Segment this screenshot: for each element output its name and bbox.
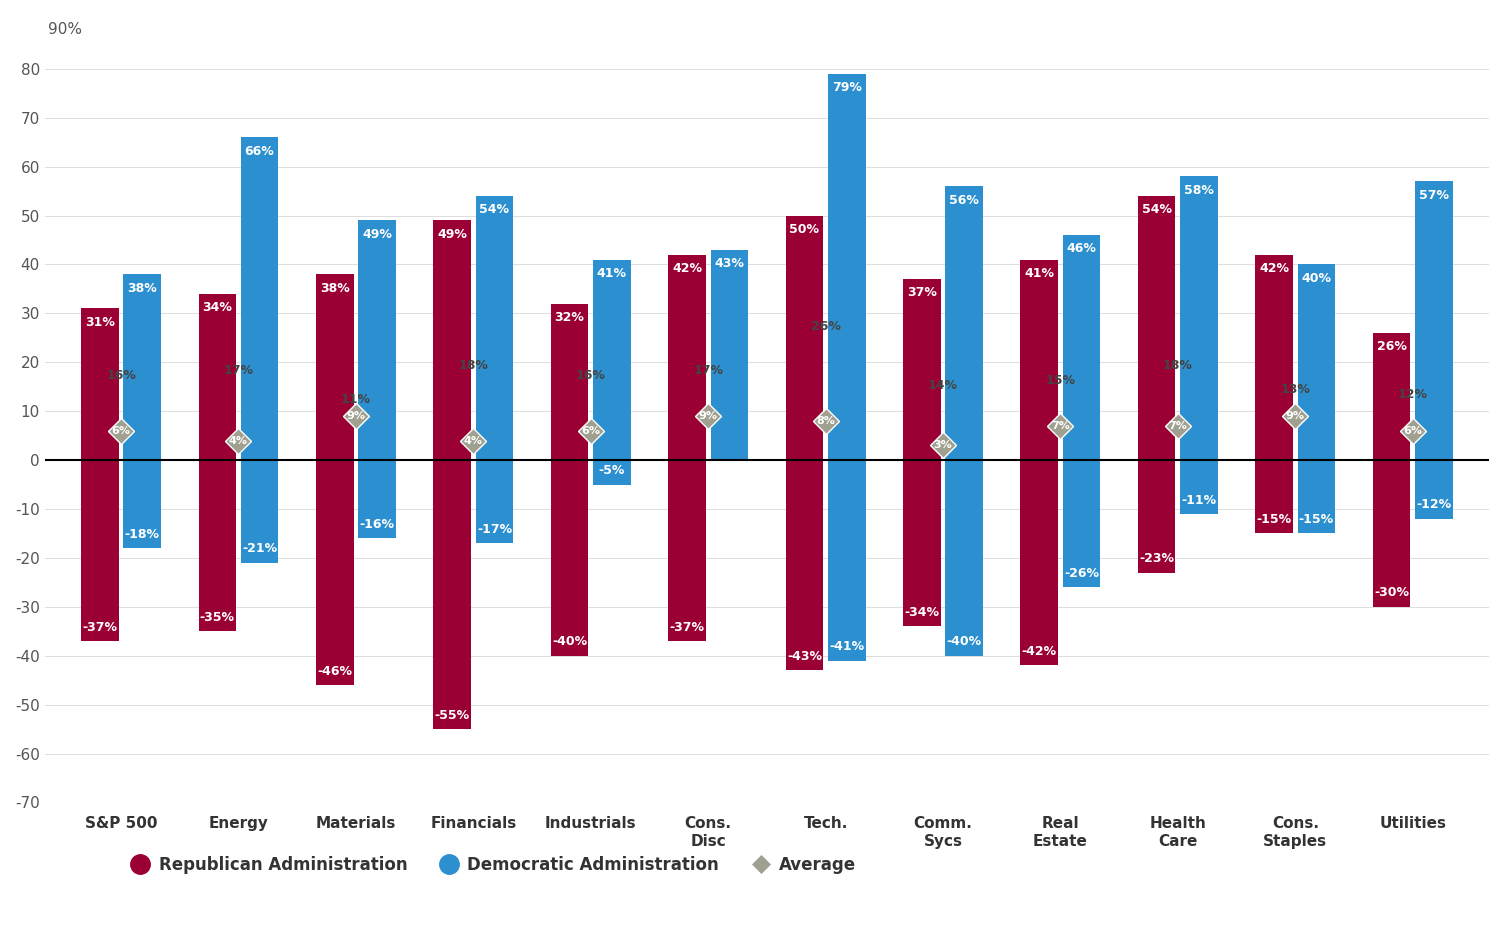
- Text: 26%: 26%: [811, 320, 841, 333]
- Bar: [710, 250, 747, 460]
- Text: 49%: 49%: [362, 228, 393, 241]
- Bar: [1021, 259, 1059, 665]
- Text: 41%: 41%: [1024, 267, 1054, 280]
- Text: 4%: 4%: [463, 435, 483, 446]
- Bar: [1063, 236, 1101, 587]
- Text: -17%: -17%: [477, 523, 511, 535]
- Text: 34%: 34%: [203, 301, 232, 314]
- Bar: [902, 279, 940, 626]
- Bar: [475, 196, 513, 543]
- Text: 15%: 15%: [1045, 374, 1075, 387]
- Text: -37%: -37%: [669, 621, 704, 634]
- Text: 56%: 56%: [949, 194, 979, 206]
- Text: 13%: 13%: [1280, 383, 1310, 396]
- Text: -21%: -21%: [242, 542, 277, 555]
- Text: -55%: -55%: [435, 709, 469, 722]
- Bar: [1139, 196, 1176, 572]
- Bar: [199, 294, 236, 631]
- Text: 9%: 9%: [1286, 412, 1305, 421]
- Text: 7%: 7%: [1051, 421, 1069, 430]
- Text: 41%: 41%: [597, 267, 627, 280]
- Text: -15%: -15%: [1256, 513, 1292, 526]
- Text: 57%: 57%: [1418, 188, 1448, 201]
- Text: 54%: 54%: [480, 203, 510, 217]
- Text: 6%: 6%: [1403, 426, 1423, 436]
- Text: -46%: -46%: [317, 665, 352, 677]
- Text: 90%: 90%: [48, 23, 83, 37]
- Text: 37%: 37%: [907, 287, 937, 300]
- Text: -18%: -18%: [125, 528, 159, 541]
- Text: -35%: -35%: [200, 611, 235, 624]
- Text: -30%: -30%: [1375, 587, 1409, 600]
- Text: 14%: 14%: [928, 378, 958, 392]
- Text: 16%: 16%: [107, 369, 135, 382]
- Bar: [1181, 176, 1218, 514]
- Bar: [827, 74, 865, 660]
- Bar: [81, 308, 119, 641]
- Bar: [785, 216, 823, 671]
- Bar: [1298, 265, 1336, 534]
- Text: 40%: 40%: [1301, 272, 1331, 285]
- Text: -40%: -40%: [552, 636, 587, 648]
- Text: -40%: -40%: [946, 636, 982, 648]
- Bar: [123, 274, 161, 548]
- Text: -37%: -37%: [83, 621, 117, 634]
- Text: 46%: 46%: [1066, 242, 1096, 255]
- Bar: [358, 220, 396, 538]
- Text: 32%: 32%: [555, 311, 585, 324]
- Text: 17%: 17%: [693, 364, 723, 377]
- Text: -12%: -12%: [1417, 499, 1451, 512]
- Text: 3%: 3%: [934, 441, 952, 450]
- Bar: [241, 137, 278, 563]
- Text: 26%: 26%: [1376, 341, 1406, 353]
- Text: 49%: 49%: [438, 228, 468, 241]
- Text: 8%: 8%: [817, 416, 835, 426]
- Bar: [1256, 254, 1293, 534]
- Text: 4%: 4%: [229, 435, 248, 446]
- Text: -23%: -23%: [1139, 552, 1175, 565]
- Text: 31%: 31%: [86, 316, 114, 329]
- Text: 42%: 42%: [1259, 262, 1289, 275]
- Text: 7%: 7%: [1169, 421, 1187, 430]
- Bar: [433, 220, 471, 729]
- Text: -11%: -11%: [1182, 494, 1217, 506]
- Text: -5%: -5%: [599, 464, 626, 477]
- Text: 9%: 9%: [699, 412, 717, 421]
- Text: 66%: 66%: [245, 145, 275, 158]
- Bar: [668, 254, 705, 641]
- Text: -43%: -43%: [787, 650, 823, 663]
- Text: 42%: 42%: [672, 262, 702, 275]
- Text: 50%: 50%: [790, 223, 820, 236]
- Text: 11%: 11%: [341, 394, 371, 406]
- Text: -15%: -15%: [1299, 513, 1334, 526]
- Bar: [316, 274, 353, 685]
- Text: -16%: -16%: [359, 518, 394, 531]
- Text: 9%: 9%: [346, 412, 365, 421]
- Text: 54%: 54%: [1142, 203, 1172, 217]
- Text: 58%: 58%: [1184, 184, 1214, 197]
- Text: 17%: 17%: [224, 364, 254, 377]
- Text: 6%: 6%: [111, 426, 131, 436]
- Bar: [946, 186, 984, 656]
- Text: 6%: 6%: [581, 426, 600, 436]
- Text: 79%: 79%: [832, 81, 862, 94]
- Text: 18%: 18%: [1163, 359, 1193, 372]
- Text: -41%: -41%: [829, 640, 865, 654]
- Legend: Republican Administration, Democratic Administration, Average: Republican Administration, Democratic Ad…: [125, 850, 863, 881]
- Text: -34%: -34%: [904, 606, 940, 619]
- Text: -26%: -26%: [1063, 567, 1099, 580]
- Text: -42%: -42%: [1021, 645, 1057, 658]
- Text: 16%: 16%: [576, 369, 606, 382]
- Text: 38%: 38%: [320, 282, 349, 294]
- Bar: [1373, 333, 1411, 606]
- Bar: [550, 304, 588, 656]
- Bar: [593, 259, 630, 484]
- Text: 12%: 12%: [1397, 389, 1427, 401]
- Text: 43%: 43%: [714, 257, 744, 271]
- Text: 18%: 18%: [459, 359, 489, 372]
- Bar: [1415, 182, 1453, 518]
- Text: 38%: 38%: [128, 282, 156, 294]
